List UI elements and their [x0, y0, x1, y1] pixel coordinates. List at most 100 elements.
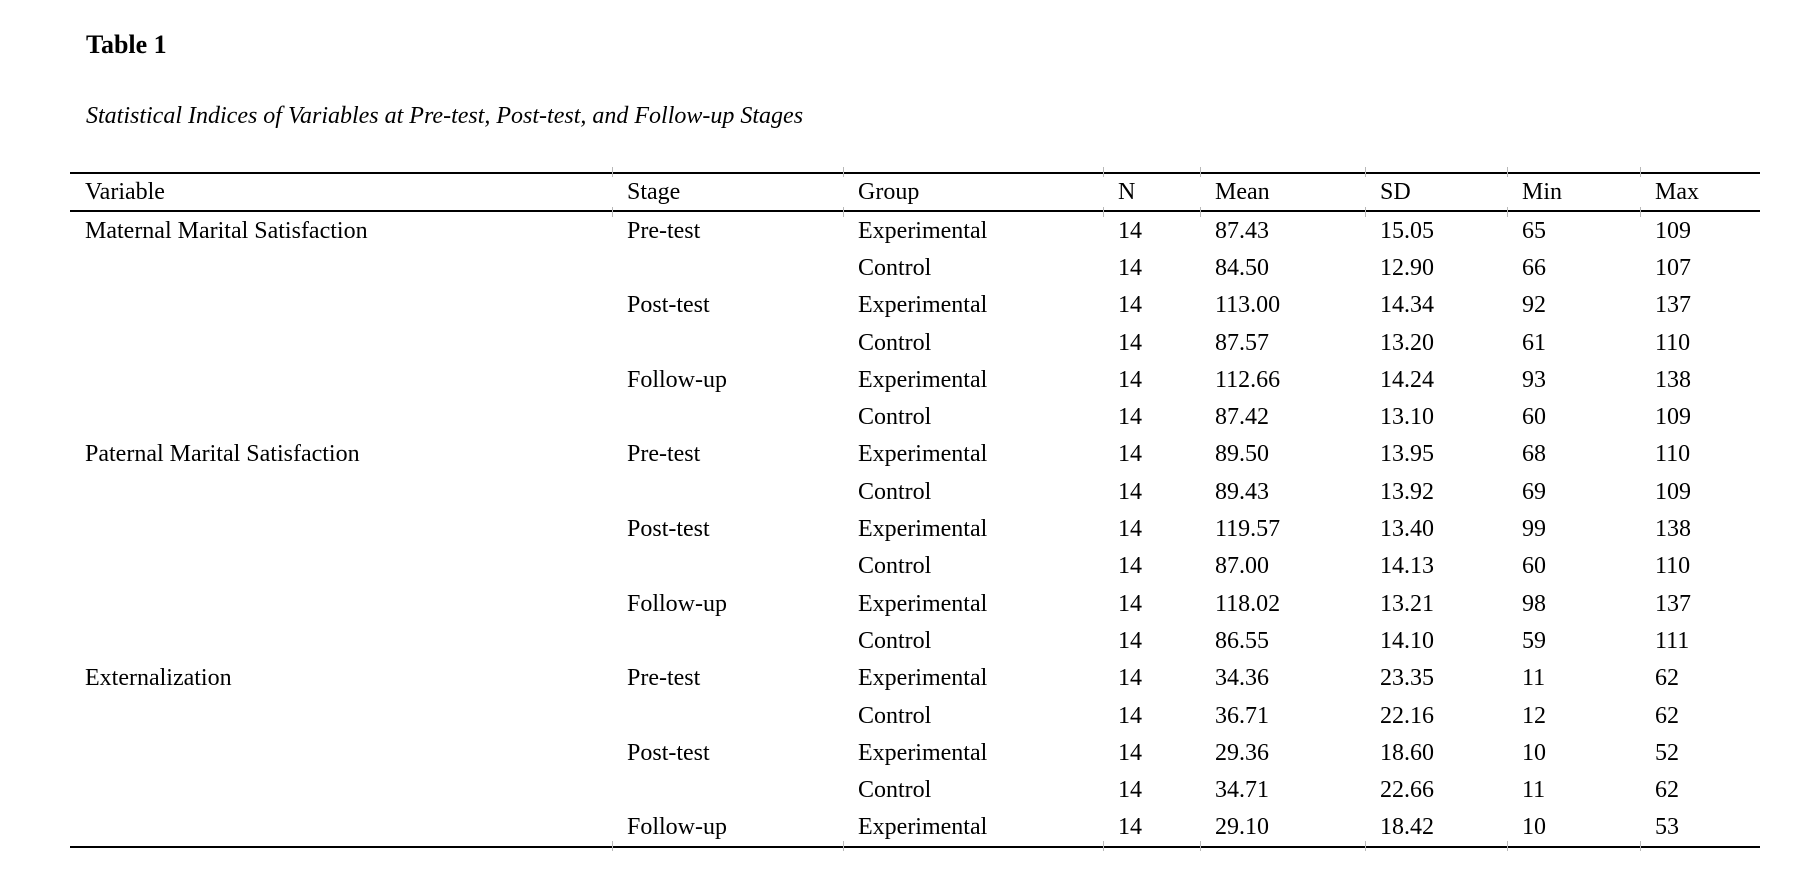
cell-n: 14	[1118, 441, 1142, 468]
cell-max: 111	[1655, 627, 1690, 654]
cell-group: Control	[858, 702, 932, 729]
cell-variable: Paternal Marital Satisfaction	[85, 441, 360, 468]
table-row: Control 14 87.57 13.20 61 110	[70, 324, 1760, 361]
cell-variable	[70, 324, 612, 361]
cell-n: 14	[1118, 404, 1142, 431]
table-row: Follow-up Experimental 14 29.10 18.42 10 53	[70, 808, 1760, 849]
cell-stage: Post-test	[627, 292, 710, 319]
cell-n: 14	[1118, 702, 1142, 729]
cell-stage	[612, 697, 843, 734]
cell-mean: 86.55	[1215, 627, 1269, 654]
table-row: Paternal Marital Satisfaction Pre-test Exp…	[70, 436, 1760, 473]
cell-sd: 13.40	[1380, 516, 1434, 543]
cell-sd: 15.05	[1380, 217, 1434, 244]
cell-variable	[70, 697, 612, 734]
cell-max: 138	[1655, 366, 1691, 393]
column-header-group: Group	[843, 172, 1103, 212]
cell-min: 92	[1522, 292, 1546, 319]
table-row: Maternal Marital Satisfaction Pre-test Exp…	[70, 211, 1760, 249]
table-row: Control 14 87.42 13.10 60 109	[70, 398, 1760, 435]
cell-variable: Maternal Marital Satisfaction	[85, 217, 368, 244]
cell-variable	[70, 473, 612, 510]
cell-sd: 13.10	[1380, 404, 1434, 431]
cell-n: 14	[1118, 739, 1142, 766]
cell-variable	[70, 622, 612, 659]
cell-stage: Follow-up	[627, 366, 728, 393]
cell-variable	[70, 398, 612, 435]
cell-n: 14	[1118, 590, 1142, 617]
cell-n: 14	[1118, 627, 1142, 654]
cell-group: Experimental	[858, 292, 988, 319]
column-header-sd: SD	[1365, 172, 1507, 212]
cell-n: 14	[1118, 553, 1142, 580]
table-header: Variable Stage Group N Mean SD Min Max	[70, 172, 1760, 212]
cell-sd: 22.66	[1380, 777, 1434, 804]
cell-max: 62	[1655, 665, 1679, 692]
cell-max: 52	[1655, 739, 1679, 766]
cell-max: 62	[1655, 702, 1679, 729]
cell-sd: 13.20	[1380, 329, 1434, 356]
cell-group: Control	[858, 404, 932, 431]
cell-mean: 34.36	[1215, 665, 1269, 692]
cell-max: 107	[1655, 254, 1691, 281]
column-header-n: N	[1103, 172, 1200, 212]
column-header-variable: Variable	[70, 172, 612, 212]
cell-n: 14	[1118, 292, 1142, 319]
cell-min: 10	[1522, 739, 1546, 766]
cell-stage: Follow-up	[627, 590, 728, 617]
cell-mean: 87.00	[1215, 553, 1269, 580]
cell-group: Experimental	[843, 808, 1103, 849]
table-row: Control 14 89.43 13.92 69 109	[70, 473, 1760, 510]
cell-group: Experimental	[858, 441, 988, 468]
cell-variable	[70, 734, 612, 771]
cell-min: 69	[1522, 478, 1546, 505]
cell-variable	[70, 585, 612, 622]
cell-min: 60	[1522, 553, 1546, 580]
cell-max: 53	[1640, 808, 1760, 849]
cell-group: Experimental	[858, 217, 988, 244]
cell-sd: 22.16	[1380, 702, 1434, 729]
cell-mean: 87.57	[1215, 329, 1269, 356]
cell-n: 14	[1118, 366, 1142, 393]
cell-mean: 119.57	[1215, 516, 1281, 543]
cell-variable	[70, 287, 612, 324]
cell-stage	[612, 771, 843, 808]
cell-sd: 18.42	[1365, 808, 1507, 849]
cell-mean: 34.71	[1215, 777, 1269, 804]
header-row: Variable Stage Group N Mean SD Min Max	[70, 172, 1760, 212]
cell-stage	[612, 249, 843, 286]
cell-sd: 18.60	[1380, 739, 1434, 766]
cell-min: 66	[1522, 254, 1546, 281]
cell-mean: 87.42	[1215, 404, 1269, 431]
cell-group: Control	[858, 254, 932, 281]
cell-min: 61	[1522, 329, 1546, 356]
cell-min: 12	[1522, 702, 1546, 729]
table-row: Post-test Experimental 14 29.36 18.60 10 52	[70, 734, 1760, 771]
statistics-table: Variable Stage Group N Mean SD Min Max M…	[70, 172, 1760, 849]
table-number-heading: Table 1	[86, 30, 167, 59]
cell-min: 65	[1522, 217, 1546, 244]
table-row: Control 14 34.71 22.66 11 62	[70, 771, 1760, 808]
cell-max: 110	[1655, 441, 1691, 468]
cell-stage: Pre-test	[627, 217, 701, 244]
cell-max: 137	[1655, 292, 1691, 319]
cell-sd: 14.10	[1380, 627, 1434, 654]
cell-min: 68	[1522, 441, 1546, 468]
cell-max: 109	[1655, 404, 1691, 431]
cell-group: Experimental	[858, 516, 988, 543]
cell-stage: Post-test	[627, 739, 710, 766]
table-row: Externalization Pre-test Experimental 14 34.…	[70, 660, 1760, 697]
cell-variable	[70, 361, 612, 398]
cell-min: 99	[1522, 516, 1546, 543]
cell-stage	[612, 548, 843, 585]
cell-max: 109	[1655, 478, 1691, 505]
cell-variable	[70, 510, 612, 547]
cell-min: 10	[1507, 808, 1640, 849]
cell-mean: 113.00	[1215, 292, 1281, 319]
cell-group: Experimental	[858, 590, 988, 617]
cell-mean: 118.02	[1215, 590, 1281, 617]
cell-n: 14	[1118, 665, 1142, 692]
column-header-stage: Stage	[612, 172, 843, 212]
cell-n: 14	[1118, 217, 1142, 244]
